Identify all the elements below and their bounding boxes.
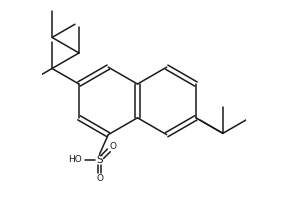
Text: HO: HO [68, 155, 82, 164]
Text: O: O [110, 142, 117, 151]
Text: O: O [96, 174, 103, 183]
Text: S: S [96, 155, 103, 165]
